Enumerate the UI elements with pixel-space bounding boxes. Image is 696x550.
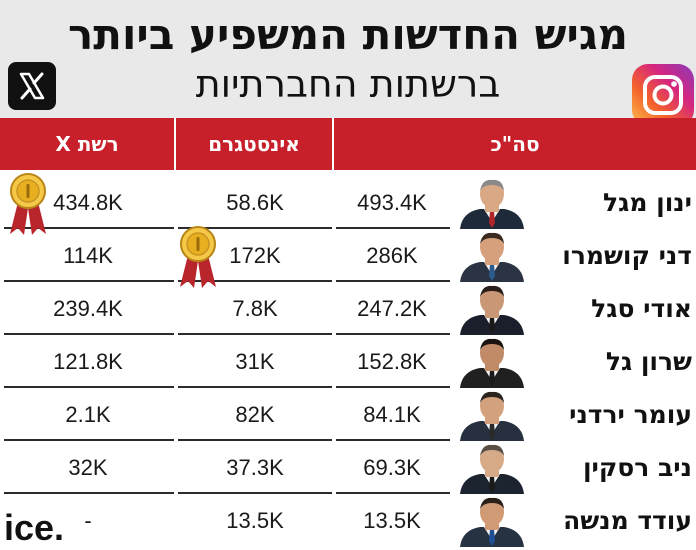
table-row: - 13.5K 13.5K עודד מנשה [0,494,696,547]
column-header-x: רשת X [0,118,174,170]
table-row: 121.8K 31K 152.8K שרון גל [0,335,696,388]
page-subtitle: ברשתות החברתיות [195,62,501,106]
row-divider [178,386,332,388]
cell-instagram-followers: 13.5K [226,508,284,533]
cell-x-followers: 114K [63,243,113,268]
row-divider [336,227,450,229]
cell-instagram-followers: 31K [235,349,275,374]
row-divider [336,386,450,388]
cell-instagram-followers: 7.8K [232,296,278,321]
avatar [446,496,538,547]
medal-icon [178,225,218,289]
cell-total-followers: 247.2K [357,296,427,321]
cell-x-followers: 239.4K [53,296,123,321]
row-divider [4,492,174,494]
row-divider [178,227,332,229]
cell-total-followers: 84.1K [363,402,421,427]
page-title: מגיש החדשות המשפיע ביותר [67,10,629,59]
row-divider [178,439,332,441]
x-logo-icon [8,62,56,110]
cell-x-followers: 121.8K [53,349,123,374]
table-row: 239.4K 7.8K 247.2K אודי סגל [0,282,696,335]
row-divider [336,280,450,282]
cell-instagram-followers: 37.3K [226,455,284,480]
row-divider [4,333,174,335]
avatar [446,337,538,388]
row-divider [336,439,450,441]
row-divider [178,280,332,282]
column-header-instagram: אינסטגרם [176,118,332,170]
table-row: 32K 37.3K 69.3K ניב רסקין [0,441,696,494]
avatar [446,231,538,282]
cell-x-followers: 32K [68,455,108,480]
cell-total-followers: 69.3K [363,455,421,480]
avatar [446,284,538,335]
header [0,0,696,118]
presenter-name: דני קושמרו [562,241,692,270]
row-divider [4,439,174,441]
instagram-logo-icon [630,62,696,128]
presenter-name: עודד מנשה [563,506,692,535]
presenter-name: עומר ירדני [569,400,692,429]
row-divider [4,227,174,229]
cell-total-followers: 286K [366,243,418,268]
cell-x-followers: - [84,508,92,533]
table-row: 114K 172K 286K דני קושמרו [0,229,696,282]
cell-x-followers: 434.8K [53,190,123,215]
cell-instagram-followers: 172K [229,243,281,268]
cell-x-followers: 2.1K [65,402,111,427]
cell-total-followers: 493.4K [357,190,427,215]
ice-logo: ice. [4,506,68,548]
column-header-total: סה"כ [334,118,696,170]
row-divider [4,280,174,282]
cell-instagram-followers: 58.6K [226,190,284,215]
cell-instagram-followers: 82K [235,402,275,427]
cell-total-followers: 13.5K [363,508,421,533]
medal-icon [8,172,48,236]
avatar [446,178,538,229]
presenter-name: שרון גל [605,347,692,376]
table-row: 434.8K 58.6K 493.4K ינון מגל [0,176,696,229]
presenter-name: אודי סגל [591,294,692,323]
row-divider [178,492,332,494]
cell-total-followers: 152.8K [357,349,427,374]
row-divider [4,386,174,388]
row-divider [178,333,332,335]
avatar [446,390,538,441]
presenter-name: ינון מגל [603,188,692,217]
row-divider [336,333,450,335]
row-divider [336,492,450,494]
presenter-name: ניב רסקין [582,453,692,482]
avatar [446,443,538,494]
table-row: 2.1K 82K 84.1K עומר ירדני [0,388,696,441]
svg-text:ice.: ice. [4,507,64,548]
